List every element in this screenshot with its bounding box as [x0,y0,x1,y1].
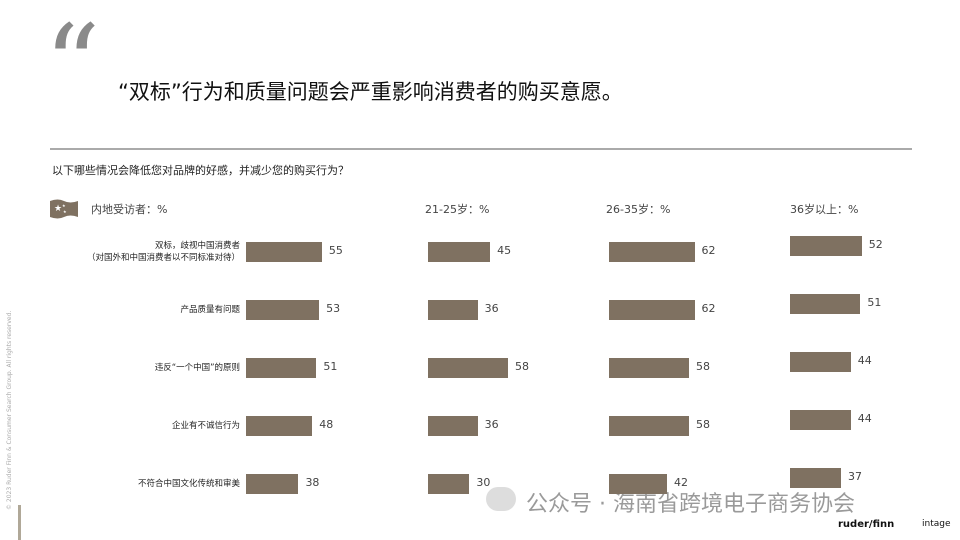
svg-text:★: ★ [63,209,67,214]
bar [790,410,851,430]
bar [790,294,861,314]
value-label: 55 [328,244,343,257]
value-label: 58 [515,360,530,373]
bar [246,300,320,320]
category-label: 企业有不诚信行为 [171,421,240,431]
value-label: 52 [868,238,883,251]
value-label: 62 [701,302,716,315]
quote-mark: “ [44,1,101,129]
bar [790,468,842,488]
bar [246,358,317,378]
headline: “双标”行为和质量问题会严重影响消费者的购买意愿。 [118,80,623,104]
bar [790,352,851,372]
value-label: 44 [857,412,872,425]
flag-icon: ★ ★★ [50,199,78,219]
value-label: 51 [867,296,882,309]
category-label: 违反“一个中国”的原则 [154,363,240,373]
bar [246,474,299,494]
logo: intage [922,519,951,529]
divider [50,148,912,150]
bar [428,474,470,494]
value-label: 30 [476,476,491,489]
value-label: 53 [326,302,341,315]
chart-title: 26-35岁：% [606,203,671,216]
bar [246,242,322,262]
watermark-icon [486,487,516,511]
copyright: © 2023 Ruder Finn & Consumer Search Grou… [6,310,13,510]
value-label: 36 [484,302,499,315]
bar [246,416,313,436]
bar [609,242,695,262]
accent-bar [18,505,21,540]
value-label: 45 [497,244,512,257]
logo: ruder/finn [838,519,895,530]
bar [790,236,862,256]
bar [609,358,690,378]
svg-text:★: ★ [62,203,66,208]
bar [428,242,491,262]
bar [428,358,509,378]
bar [609,300,695,320]
value-label: 51 [323,360,338,373]
value-label: 36 [484,418,499,431]
chart-title: 内地受访者：% [91,203,168,216]
value-label: 38 [305,476,320,489]
question: 以下哪些情况会降低您对品牌的好感，并减少您的购买行为？ [52,164,349,177]
bar [428,300,478,320]
value-label: 58 [696,418,711,431]
value-label: 62 [701,244,716,257]
chart-title: 36岁以上：% [790,203,859,216]
value-label: 42 [673,476,688,489]
chart-title: 21-25岁：% [425,203,490,216]
value-label: 37 [848,470,863,483]
category-label: 不符合中国文化传统和审美 [137,479,240,489]
value-label: 44 [857,354,872,367]
bar [609,474,667,494]
value-label: 48 [319,418,334,431]
value-label: 58 [696,360,711,373]
category-label: 双标，歧视中国消费者 （对国外和中国消费者以不同标准对待） [86,241,240,263]
bar [609,416,690,436]
category-label: 产品质量有问题 [180,305,240,315]
bar [428,416,478,436]
watermark: 公众号 · 海南省跨境电子商务协会 [526,492,855,517]
svg-text:★: ★ [54,204,62,214]
